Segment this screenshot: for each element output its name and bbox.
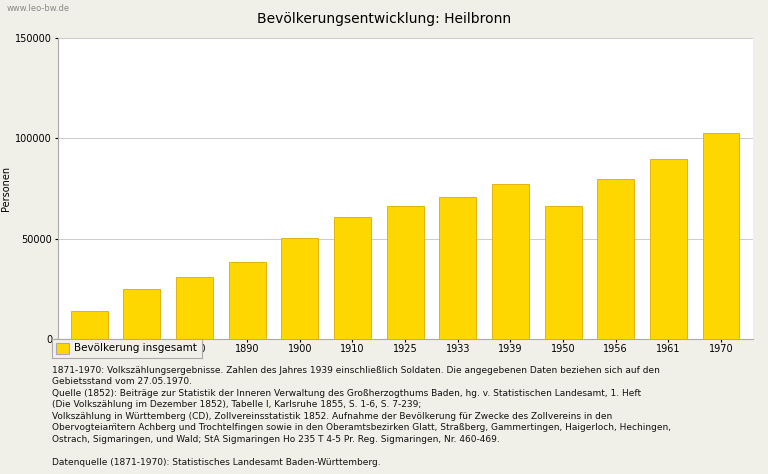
Bar xyxy=(598,179,634,339)
Text: Bevölkerung insgesamt: Bevölkerung insgesamt xyxy=(74,343,197,354)
Y-axis label: Personen: Personen xyxy=(1,166,11,211)
Bar xyxy=(124,289,161,339)
Bar xyxy=(71,311,108,339)
Text: 1871-1970: Volkszählungsergebnisse. Zahlen des Jahres 1939 einschließlich Soldat: 1871-1970: Volkszählungsergebnisse. Zahl… xyxy=(52,366,671,466)
Bar xyxy=(545,207,581,339)
Bar xyxy=(176,277,213,339)
Text: www.leo-bw.de: www.leo-bw.de xyxy=(6,4,69,13)
Bar xyxy=(492,184,529,339)
Bar xyxy=(229,262,266,339)
Bar xyxy=(439,198,476,339)
Text: Bevölkerungsentwicklung: Heilbronn: Bevölkerungsentwicklung: Heilbronn xyxy=(257,12,511,26)
Bar xyxy=(387,207,423,339)
Bar xyxy=(281,237,318,339)
Bar xyxy=(703,133,740,339)
Bar xyxy=(334,217,371,339)
Bar xyxy=(56,343,69,354)
Bar xyxy=(650,159,687,339)
